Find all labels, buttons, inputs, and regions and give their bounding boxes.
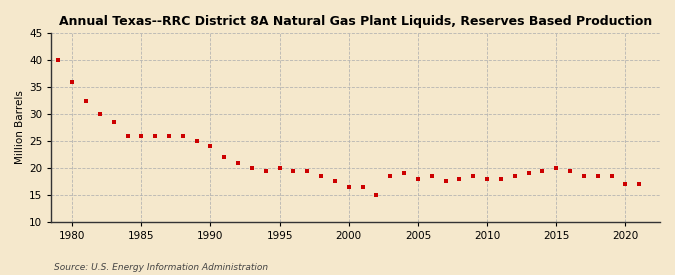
Title: Annual Texas--RRC District 8A Natural Gas Plant Liquids, Reserves Based Producti: Annual Texas--RRC District 8A Natural Ga…	[59, 15, 652, 28]
Point	[578, 174, 589, 178]
Point	[440, 179, 451, 183]
Point	[80, 98, 91, 103]
Point	[302, 168, 313, 173]
Point	[482, 177, 493, 181]
Point	[399, 171, 410, 175]
Point	[191, 139, 202, 143]
Point	[344, 185, 354, 189]
Point	[122, 133, 133, 138]
Point	[329, 179, 340, 183]
Point	[150, 133, 161, 138]
Point	[412, 177, 423, 181]
Point	[510, 174, 520, 178]
Point	[468, 174, 479, 178]
Point	[178, 133, 188, 138]
Point	[371, 192, 382, 197]
Point	[316, 174, 327, 178]
Point	[385, 174, 396, 178]
Y-axis label: Million Barrels: Million Barrels	[15, 90, 25, 164]
Text: Source: U.S. Energy Information Administration: Source: U.S. Energy Information Administ…	[54, 263, 268, 272]
Point	[551, 166, 562, 170]
Point	[288, 168, 299, 173]
Point	[219, 155, 230, 159]
Point	[246, 166, 257, 170]
Point	[95, 112, 105, 116]
Point	[565, 168, 576, 173]
Point	[606, 174, 617, 178]
Point	[136, 133, 146, 138]
Point	[620, 182, 631, 186]
Point	[523, 171, 534, 175]
Point	[53, 58, 63, 62]
Point	[357, 185, 368, 189]
Point	[634, 182, 645, 186]
Point	[427, 174, 437, 178]
Point	[593, 174, 603, 178]
Point	[233, 160, 244, 165]
Point	[537, 168, 548, 173]
Point	[205, 144, 216, 148]
Point	[454, 177, 465, 181]
Point	[163, 133, 174, 138]
Point	[108, 120, 119, 124]
Point	[495, 177, 506, 181]
Point	[67, 79, 78, 84]
Point	[274, 166, 285, 170]
Point	[261, 168, 271, 173]
